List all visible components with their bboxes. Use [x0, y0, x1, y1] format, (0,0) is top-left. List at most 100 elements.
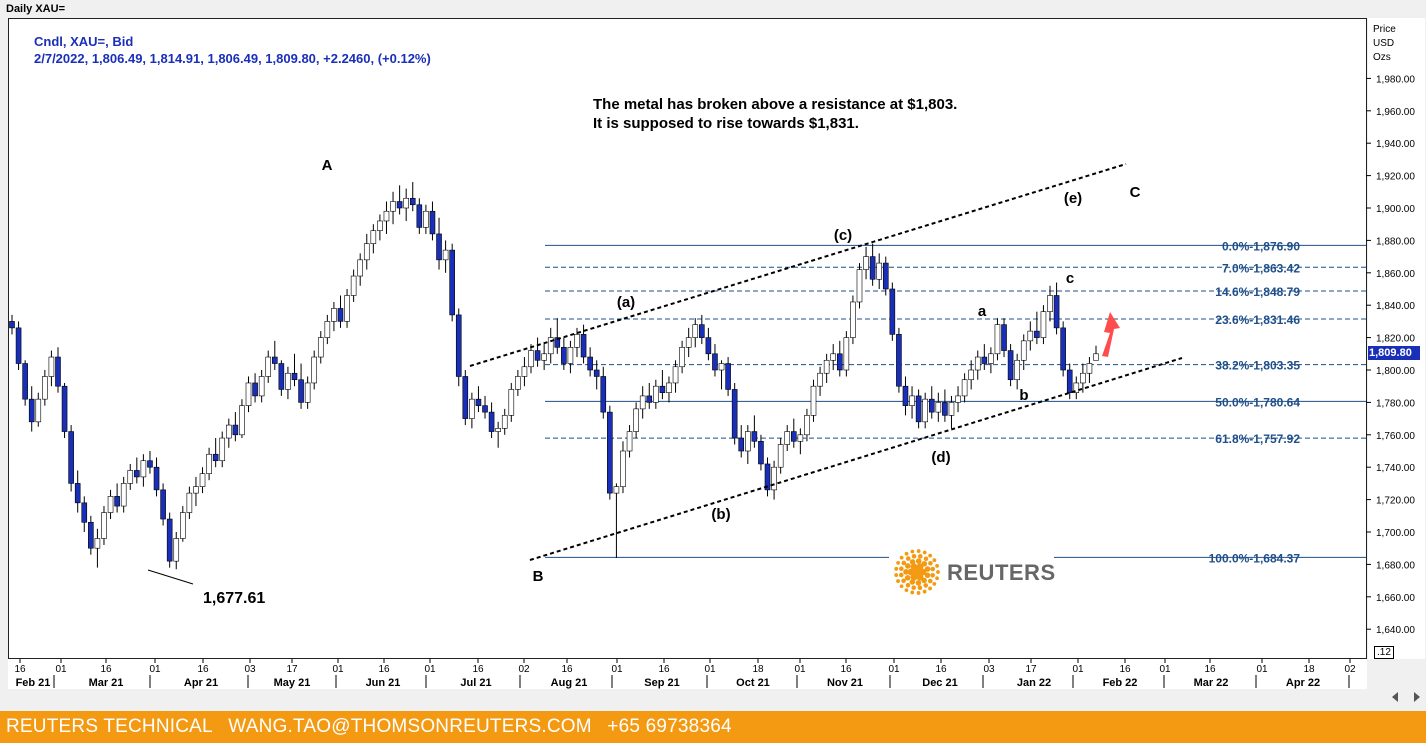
logo-dot	[921, 560, 928, 567]
candle-body	[55, 356, 61, 387]
wave-label: (c)	[834, 227, 852, 244]
candle-body	[790, 431, 797, 442]
date-tick-label: 16	[561, 664, 573, 675]
logo-dot	[901, 578, 906, 584]
candle-body	[258, 376, 265, 397]
candle-body	[1047, 295, 1053, 312]
candle-body	[869, 256, 876, 280]
month-label: May 21	[274, 677, 311, 689]
candle-body	[291, 372, 298, 381]
candle-body	[626, 431, 633, 452]
logo-dot	[901, 560, 907, 566]
candle-body	[403, 197, 409, 209]
candle-body	[1060, 327, 1066, 371]
footer-email[interactable]: WANG.TAO@THOMSONREUTERS.COM	[228, 716, 592, 737]
price-tick-label: 1,820.00	[1376, 334, 1415, 345]
axis-corner-label[interactable]: .12	[1374, 646, 1394, 659]
candle-body	[42, 376, 48, 400]
candle-body	[482, 405, 488, 413]
candle-body	[928, 398, 935, 413]
last-price-tag	[1368, 346, 1420, 360]
price-tick-label: 1,720.00	[1376, 496, 1415, 507]
logo-dot	[921, 577, 927, 584]
wave-label: (e)	[1064, 190, 1082, 207]
candle-body	[495, 428, 501, 432]
logo-dot	[928, 553, 933, 558]
fib-label: 23.6%-1,831.46	[1215, 313, 1300, 327]
candle-body	[692, 324, 699, 338]
logo-dot	[917, 585, 923, 591]
logo-dot	[924, 572, 931, 579]
horizontal-scrollbar[interactable]	[8, 689, 1425, 705]
fibonacci-levels: 0.0%-1,876.90 7.0%-1,863.42 14.6%-1,848.79…	[545, 239, 1366, 565]
candle-body	[285, 372, 291, 390]
candle-body	[981, 356, 988, 364]
candle-body	[160, 489, 166, 520]
fib-label: 14.6%-1,848.79	[1215, 285, 1300, 299]
date-tick-label: 16	[1119, 664, 1131, 675]
candle-body	[994, 324, 1001, 355]
candle-body	[745, 431, 751, 452]
logo-dot	[903, 569, 909, 575]
candle-body	[843, 337, 850, 371]
logo-dot	[896, 560, 901, 565]
logo-dot	[930, 566, 936, 572]
price-tick-label: 1,700.00	[1376, 528, 1415, 539]
price-axis-header: Price USD Ozs	[1373, 24, 1396, 63]
candle-body	[751, 431, 758, 442]
candle-body	[823, 359, 830, 374]
wave-label: (d)	[931, 449, 950, 466]
candle-body	[107, 496, 114, 513]
candle-body	[206, 453, 212, 474]
footer-bar: REUTERS TECHNICAL WANG.TAO@THOMSONREUTER…	[0, 711, 1426, 743]
month-label: Feb 21	[16, 677, 51, 689]
candle-body	[705, 337, 712, 355]
trend-overlay	[147, 163, 1183, 585]
logo-dot	[917, 554, 923, 559]
candle-body	[1014, 359, 1020, 381]
date-tick-label: 02	[518, 664, 530, 675]
candle-body	[850, 301, 856, 338]
price-axis[interactable]	[1368, 18, 1425, 659]
candle-body	[988, 353, 994, 364]
candle-body	[974, 356, 981, 371]
logo-dot	[910, 563, 918, 571]
candle-body	[337, 308, 344, 322]
wave-label: C	[1130, 184, 1141, 201]
price-tick-label: 1,860.00	[1376, 269, 1415, 280]
candle-body	[574, 334, 580, 348]
candle-body	[600, 376, 607, 413]
candle-body	[508, 389, 515, 416]
candle-body	[672, 366, 679, 384]
candle-body	[442, 249, 449, 261]
candle-body	[896, 334, 902, 387]
logo-dot	[909, 579, 916, 585]
date-axis[interactable]	[8, 659, 1367, 689]
logo-dot	[913, 568, 921, 576]
candle-body	[350, 275, 357, 296]
candle-body	[1007, 350, 1014, 381]
candle-body	[390, 201, 396, 212]
legend-values: 2/7/2022, 1,806.49, 1,814.91, 1,806.49, …	[34, 51, 431, 66]
candle-body	[462, 376, 469, 419]
date-tick-label: 01	[1159, 664, 1171, 675]
price-tick-label: 1,840.00	[1376, 301, 1415, 312]
candle-body	[1001, 324, 1007, 351]
candle-body	[127, 470, 134, 484]
date-tick-label: 01	[611, 664, 623, 675]
candle-body	[344, 295, 350, 322]
candle-body	[587, 356, 593, 371]
candle-body	[1066, 369, 1073, 393]
date-tick-label: 03	[983, 664, 995, 675]
candle-body	[252, 382, 258, 397]
wave-label: B	[533, 568, 544, 585]
candle-body	[409, 197, 416, 206]
candle-body	[771, 466, 777, 491]
date-tick-label: 16	[1204, 664, 1216, 675]
candle-body	[357, 259, 363, 277]
candle-body	[120, 483, 127, 507]
price-tick-label: 1,960.00	[1376, 107, 1415, 118]
logo-dot	[919, 568, 927, 576]
scroll-right-icon	[1414, 692, 1420, 702]
candle-body	[363, 243, 370, 261]
